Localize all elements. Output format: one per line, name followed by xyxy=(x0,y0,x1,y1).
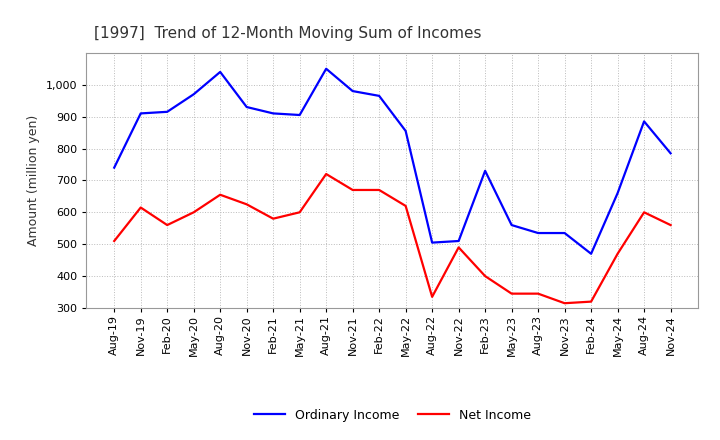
Y-axis label: Amount (million yen): Amount (million yen) xyxy=(27,115,40,246)
Ordinary Income xyxy=(243,104,251,110)
Ordinary Income xyxy=(375,93,384,99)
Line: Net Income: Net Income xyxy=(114,174,670,303)
Net Income xyxy=(481,273,490,279)
Net Income xyxy=(136,205,145,210)
Legend: Ordinary Income, Net Income: Ordinary Income, Net Income xyxy=(248,403,536,426)
Ordinary Income xyxy=(560,231,569,236)
Ordinary Income xyxy=(322,66,330,71)
Net Income xyxy=(216,192,225,198)
Ordinary Income xyxy=(508,222,516,228)
Ordinary Income xyxy=(110,165,119,170)
Net Income xyxy=(508,291,516,296)
Ordinary Income xyxy=(269,111,277,116)
Net Income xyxy=(348,187,357,193)
Ordinary Income xyxy=(666,150,675,156)
Net Income xyxy=(295,210,304,215)
Ordinary Income xyxy=(348,88,357,94)
Net Income xyxy=(269,216,277,221)
Net Income xyxy=(613,251,622,257)
Ordinary Income xyxy=(534,231,542,236)
Line: Ordinary Income: Ordinary Income xyxy=(114,69,670,254)
Net Income xyxy=(189,210,198,215)
Ordinary Income xyxy=(136,111,145,116)
Ordinary Income xyxy=(401,128,410,134)
Net Income xyxy=(401,203,410,209)
Net Income xyxy=(587,299,595,304)
Net Income xyxy=(666,222,675,228)
Net Income xyxy=(375,187,384,193)
Ordinary Income xyxy=(481,168,490,173)
Net Income xyxy=(454,245,463,250)
Ordinary Income xyxy=(428,240,436,245)
Net Income xyxy=(163,222,171,228)
Ordinary Income xyxy=(163,109,171,114)
Ordinary Income xyxy=(216,69,225,74)
Net Income xyxy=(560,301,569,306)
Ordinary Income xyxy=(613,191,622,196)
Net Income xyxy=(110,238,119,244)
Net Income xyxy=(534,291,542,296)
Ordinary Income xyxy=(640,119,649,124)
Net Income xyxy=(322,171,330,176)
Net Income xyxy=(640,210,649,215)
Net Income xyxy=(428,294,436,300)
Net Income xyxy=(243,202,251,207)
Ordinary Income xyxy=(454,238,463,244)
Text: [1997]  Trend of 12-Month Moving Sum of Incomes: [1997] Trend of 12-Month Moving Sum of I… xyxy=(94,26,481,41)
Ordinary Income xyxy=(295,112,304,117)
Ordinary Income xyxy=(189,92,198,97)
Ordinary Income xyxy=(587,251,595,257)
